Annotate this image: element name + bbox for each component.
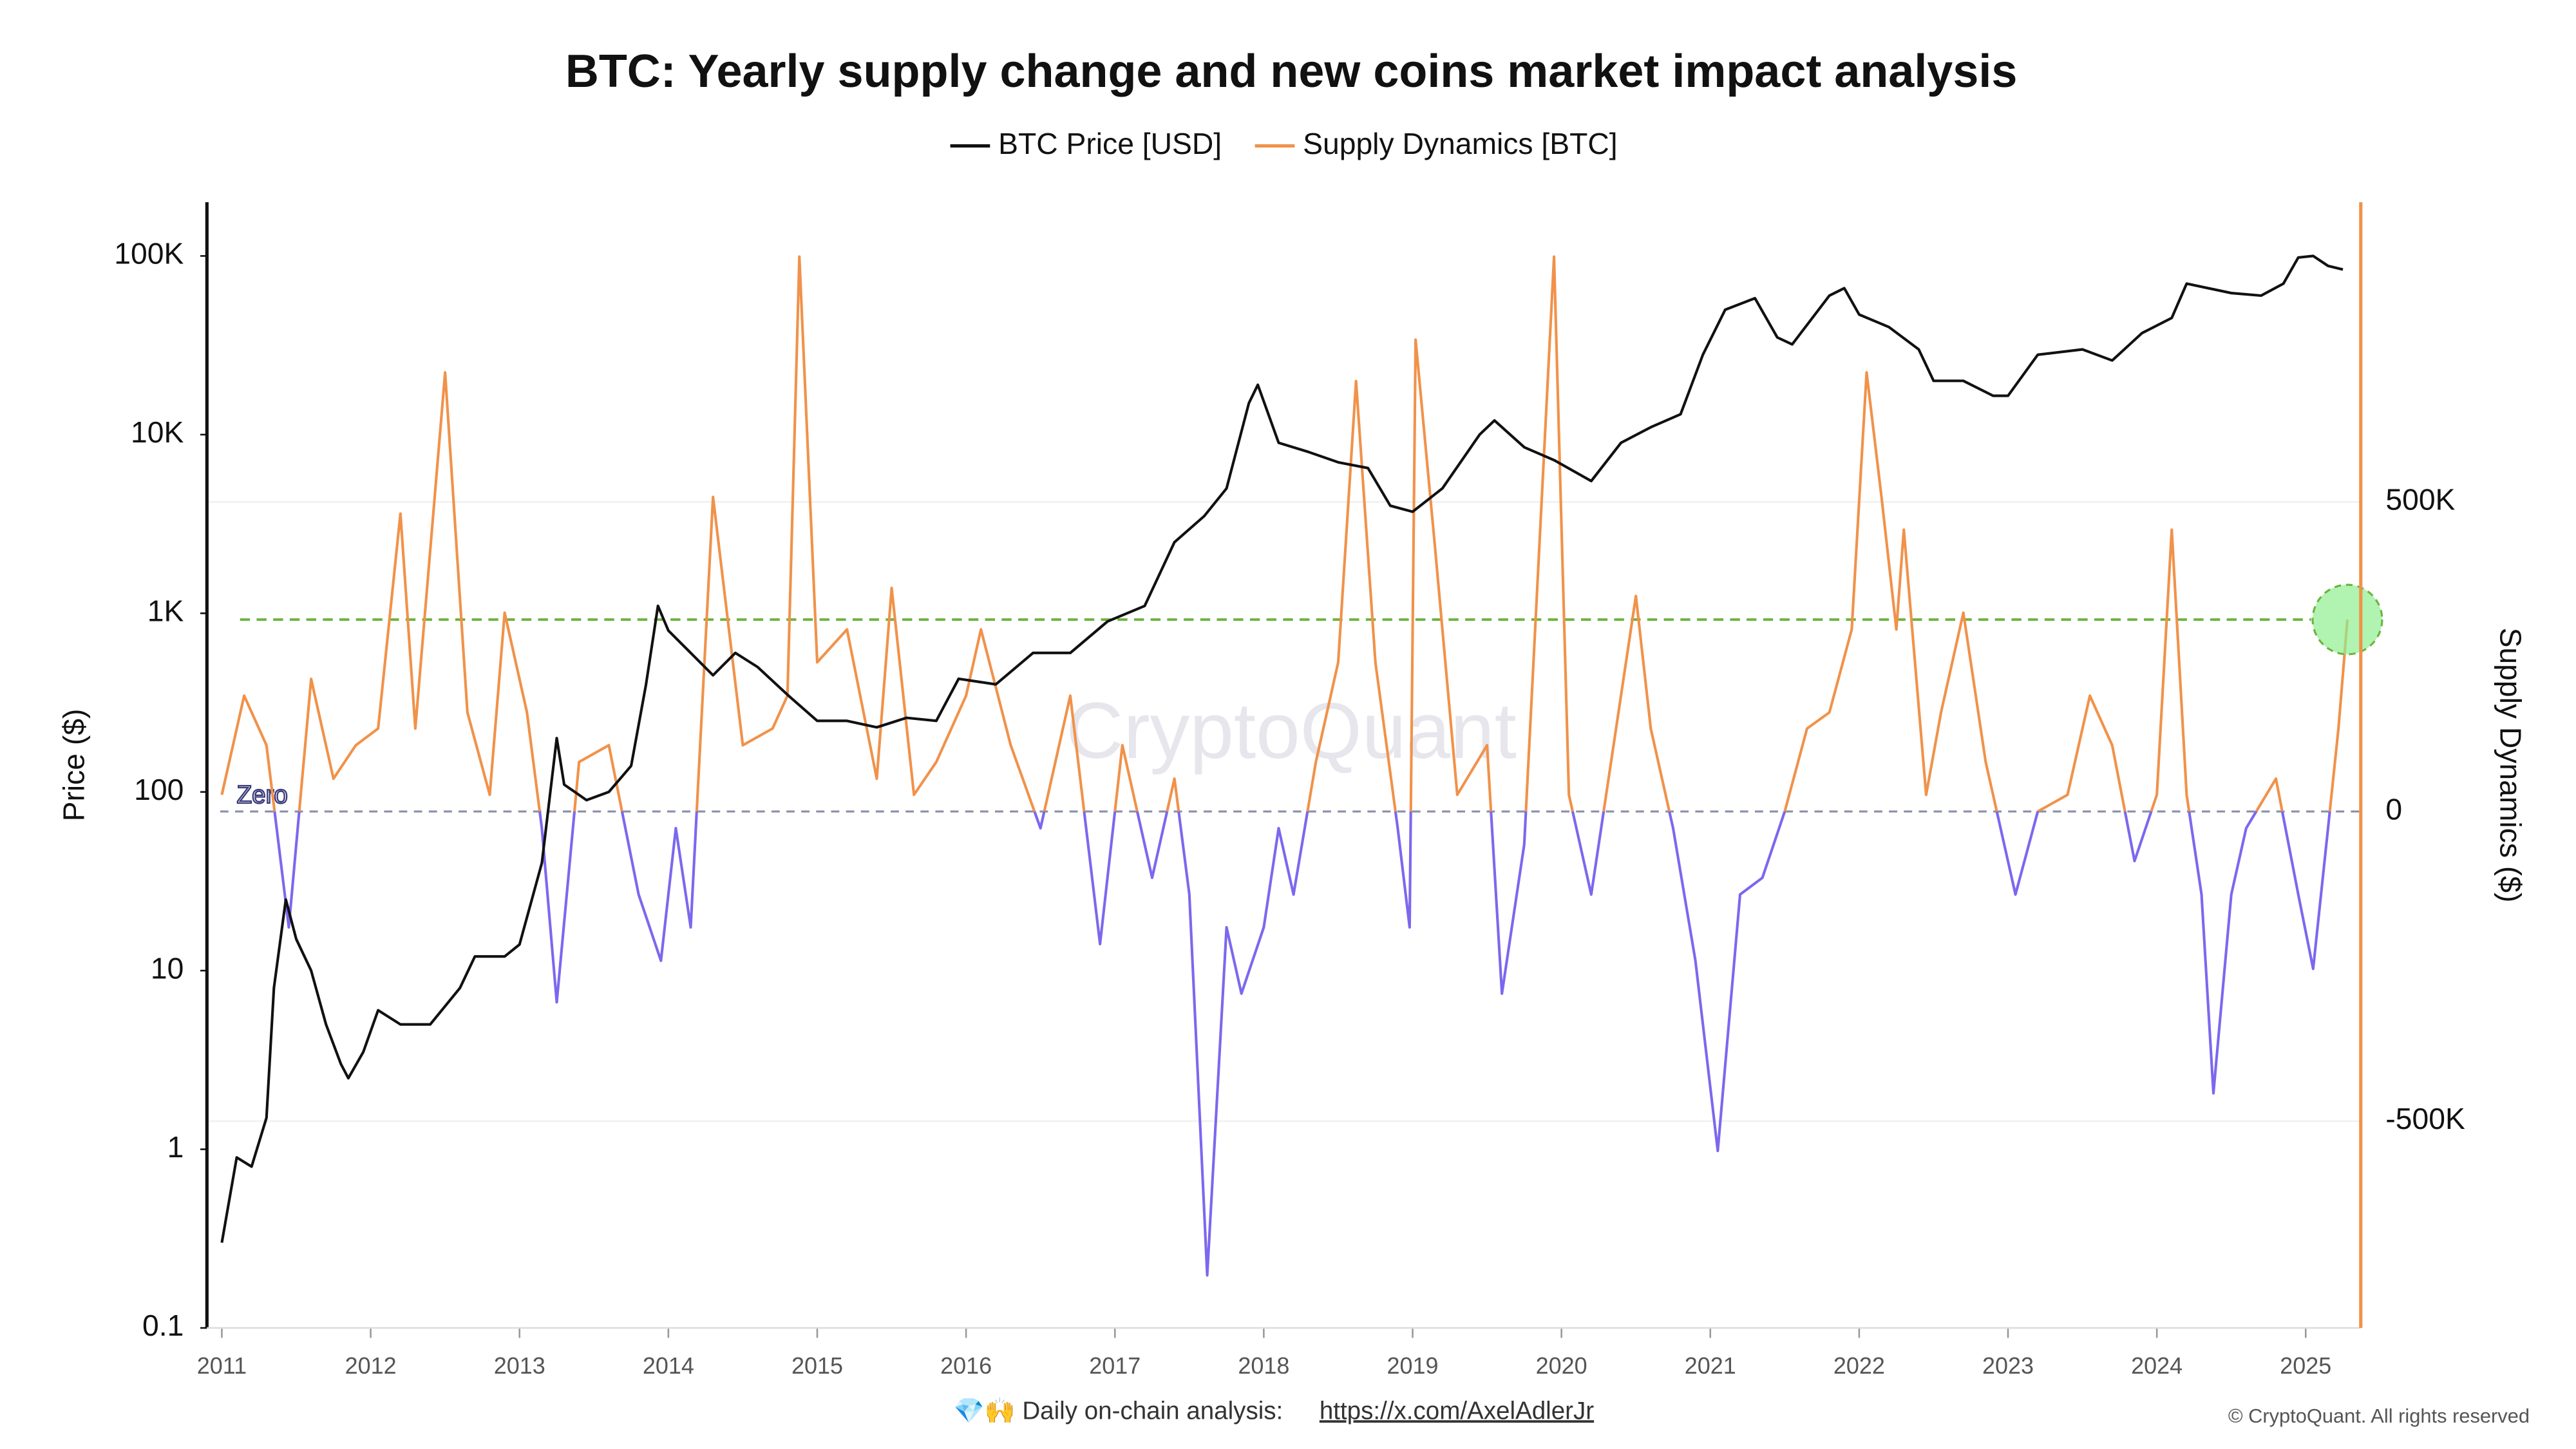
y-tick-label: 1 — [167, 1130, 184, 1164]
x-tick-label: 2018 — [1238, 1352, 1289, 1379]
x-tick-label: 2012 — [345, 1352, 397, 1379]
x-tick-label: 2021 — [1685, 1352, 1736, 1379]
legend-label: Supply Dynamics [BTC] — [1303, 127, 1618, 160]
x-tick-label: 2019 — [1387, 1352, 1438, 1379]
y-tick-label: 1K — [147, 594, 184, 628]
zero-label: Zero — [237, 781, 288, 809]
y2-axis-label: Supply Dynamics ($) — [2494, 628, 2527, 903]
y2-tick-label: 500K — [2385, 483, 2455, 516]
copyright: © CryptoQuant. All rights reserved — [2228, 1405, 2530, 1427]
footer-text: 💎🙌 Daily on-chain analysis: — [954, 1397, 1283, 1425]
x-tick-label: 2024 — [2131, 1352, 2183, 1379]
x-tick-label: 2023 — [1982, 1352, 2034, 1379]
y-tick-label: 100 — [134, 773, 184, 806]
y-axis-label: Price ($) — [57, 709, 90, 822]
y-tick-label: 0.1 — [142, 1309, 184, 1342]
footer-link[interactable]: https://x.com/AxelAdlerJr — [1320, 1397, 1594, 1425]
y-tick-label: 10K — [131, 415, 184, 449]
x-tick-label: 2017 — [1089, 1352, 1141, 1379]
y-tick-label: 100K — [114, 237, 184, 270]
series-line — [220, 254, 2344, 1244]
x-tick-label: 2014 — [643, 1352, 694, 1379]
watermark: CryptoQuant — [1066, 687, 1516, 775]
y2-tick-label: -500K — [2385, 1102, 2465, 1135]
x-tick-label: 2025 — [2280, 1352, 2331, 1379]
x-tick-label: 2015 — [791, 1352, 843, 1379]
series-line — [220, 255, 2349, 1277]
x-tick-label: 2022 — [1833, 1352, 1885, 1379]
x-tick-label: 2013 — [494, 1352, 545, 1379]
highlight-circle — [2311, 583, 2383, 656]
y-tick-label: 10 — [151, 951, 184, 985]
x-tick-label: 2020 — [1536, 1352, 1587, 1379]
chart-title: BTC: Yearly supply change and new coins … — [565, 46, 2018, 97]
x-tick-label: 2011 — [197, 1352, 247, 1379]
legend-label: BTC Price [USD] — [998, 127, 1222, 160]
y2-tick-label: 0 — [2385, 792, 2402, 826]
x-tick-label: 2016 — [940, 1352, 992, 1379]
